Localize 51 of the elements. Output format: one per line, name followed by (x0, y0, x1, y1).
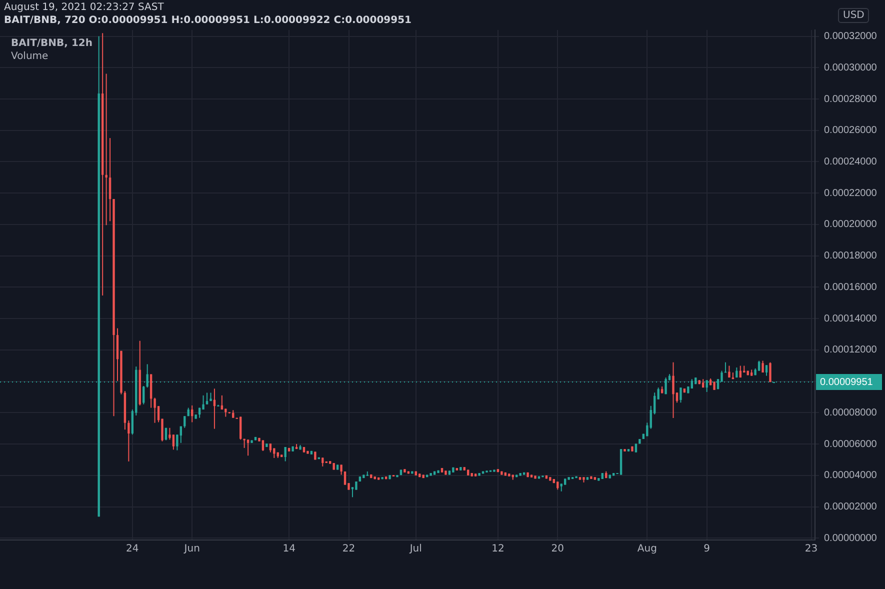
candlestick (758, 360, 760, 372)
candlestick (680, 387, 682, 404)
candlestick (154, 397, 156, 424)
candlestick (184, 416, 186, 428)
candlestick (239, 416, 242, 440)
candlestick (172, 434, 175, 450)
candlestick (142, 385, 145, 405)
candlestick (202, 394, 204, 410)
candlestick (284, 446, 286, 462)
candlestick (769, 362, 772, 383)
candlestick (105, 73, 108, 226)
x-tick-label: Jun (183, 544, 200, 555)
candlestick (206, 392, 208, 405)
y-tick-label: 0.00022000 (824, 188, 878, 199)
candlestick (672, 362, 674, 418)
x-tick-label: 23 (804, 544, 818, 555)
x-tick-label: 20 (551, 544, 564, 555)
candlestick (340, 464, 342, 476)
y-tick-label: 0.00024000 (824, 156, 878, 168)
x-tick-label: 22 (342, 544, 356, 555)
y-tick-label: 0.00000000 (824, 532, 878, 544)
candlestick (246, 439, 250, 456)
y-tick-label: 0.00026000 (824, 125, 878, 136)
y-tick-label: 0.00012000 (824, 344, 878, 356)
y-tick-label: 0.00016000 (824, 282, 878, 293)
y-tick-label: 0.00032000 (824, 31, 878, 42)
x-tick-label: 24 (126, 544, 139, 555)
x-tick-label: Aug (637, 544, 657, 555)
chart-title: BAIT/BNB, 720 O:0.00009951 H:0.00009951 L:0.00009922 C:0.00009951 (4, 15, 412, 26)
annotation: BAIT/BNB, 12h (11, 38, 92, 49)
ref-line-label: 0.00009951 (820, 376, 874, 388)
x-tick-label: 9 (704, 544, 710, 555)
y-tick-label: 0.00014000 (824, 313, 878, 324)
y-tick-label: 0.00030000 (824, 62, 878, 74)
y-tick-label: 0.00006000 (824, 438, 878, 450)
y-tick-label: 0.00018000 (824, 250, 878, 262)
x-tick-label: Jul (408, 544, 422, 555)
annotation: Volume (11, 51, 48, 62)
y-tick-label: 0.00008000 (824, 407, 878, 418)
text: USD (838, 8, 870, 23)
y-tick-label: 0.00002000 (824, 502, 878, 513)
x-tick-label: 12 (492, 544, 504, 555)
chart-subtitle: August 19, 2021 02:23:27 SAST (4, 2, 164, 13)
candlestick (190, 404, 194, 423)
x-tick-label: 14 (282, 544, 296, 555)
candlestick (108, 138, 112, 222)
candlestick (765, 364, 768, 376)
y-tick-label: 0.00020000 (824, 219, 878, 230)
candlestick (128, 420, 130, 462)
y-tick-label: 0.00004000 (824, 470, 878, 482)
y-tick-label: 0.00028000 (824, 94, 878, 105)
